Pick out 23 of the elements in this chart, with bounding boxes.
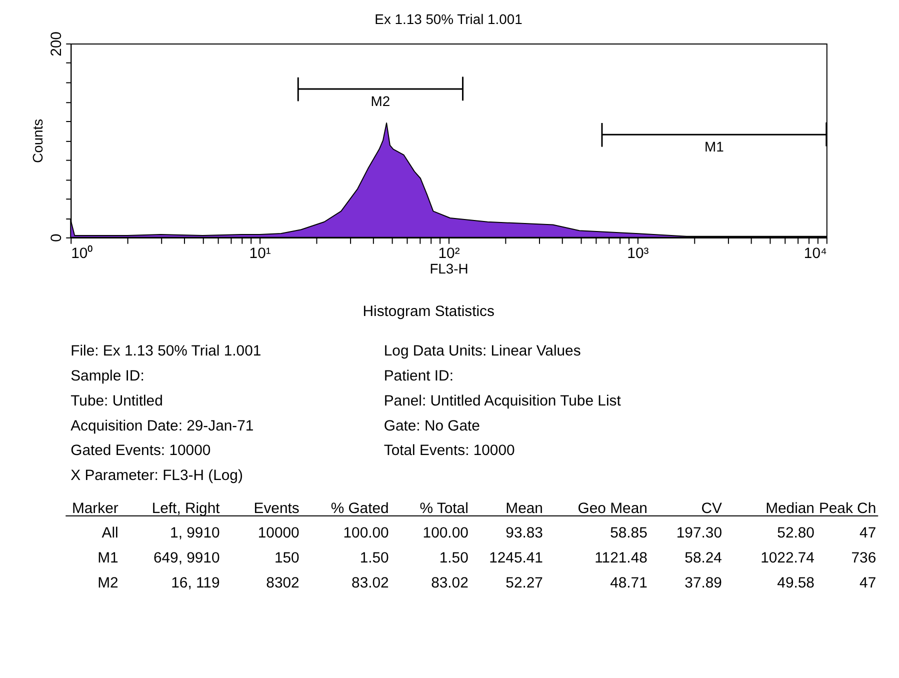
text: M2 16, 119 8302 83.02 83.02 52.27 48.71 37.89 49.58 47 (98, 575, 876, 592)
text: Tube: Untitled Panel: Untitled Acquisition Tube List (70, 393, 621, 410)
series-label: M1 (704, 138, 724, 155)
series-label: M2 (370, 92, 390, 109)
text: File: Ex 1.13 50% Trial 1.001 Log Data Units: Linear Values (70, 344, 581, 360)
text: Histogram Statistics (362, 304, 494, 320)
text: X Parameter: FL3-H (Log) (70, 468, 243, 484)
text: All 1, 9910 10000 100.00 100.00 93.83 58.85 197.30 52.80 47 (102, 526, 876, 542)
text: Marker Left, Right Events % Gated % Total Mean Geo Mean CV Median Peak Ch (72, 500, 876, 517)
y-axis-title: Counts (29, 118, 46, 163)
text: Gated Events: 10000 Total Events: 10000 (70, 443, 515, 460)
text: M1 649, 9910 150 1.50 1.50 1245.41 1121.48 58.24 1022.74 736 (98, 550, 876, 567)
x-axis-title: FL3-H (430, 260, 468, 277)
y-tick-label: 200 (49, 32, 66, 56)
x-tick-label: 10⁴ (804, 246, 827, 262)
text: Acquisition Date: 29-Jan-71 Gate: No Gate (70, 418, 480, 434)
x-tick-label: 10⁰ (71, 244, 93, 262)
x-tick-label: 10³ (627, 246, 649, 262)
text: Sample ID: Patient ID: (70, 368, 454, 385)
chart-title: Ex 1.13 50% Trial 1.001 (374, 11, 523, 28)
y-tick-label: 0 (49, 234, 66, 242)
x-tick-label: 10² (438, 246, 460, 262)
x-tick-label: 10¹ (249, 246, 271, 262)
